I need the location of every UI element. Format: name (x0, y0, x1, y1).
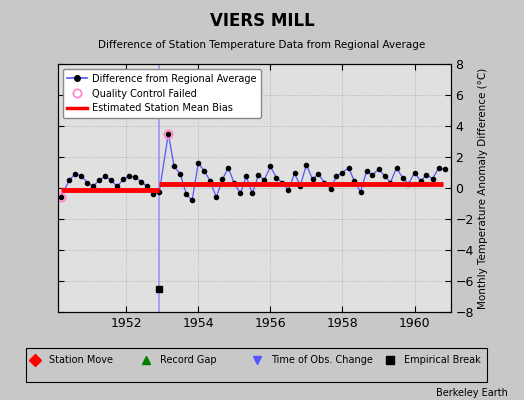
Y-axis label: Monthly Temperature Anomaly Difference (°C): Monthly Temperature Anomaly Difference (… (478, 67, 488, 309)
Text: VIERS MILL: VIERS MILL (210, 12, 314, 30)
Text: Difference of Station Temperature Data from Regional Average: Difference of Station Temperature Data f… (99, 40, 425, 50)
Text: Station Move: Station Move (49, 355, 113, 365)
Text: Record Gap: Record Gap (160, 355, 216, 365)
Legend: Difference from Regional Average, Quality Control Failed, Estimated Station Mean: Difference from Regional Average, Qualit… (62, 69, 261, 118)
Text: Berkeley Earth: Berkeley Earth (436, 388, 508, 398)
Text: Empirical Break: Empirical Break (405, 355, 481, 365)
Text: Time of Obs. Change: Time of Obs. Change (270, 355, 373, 365)
